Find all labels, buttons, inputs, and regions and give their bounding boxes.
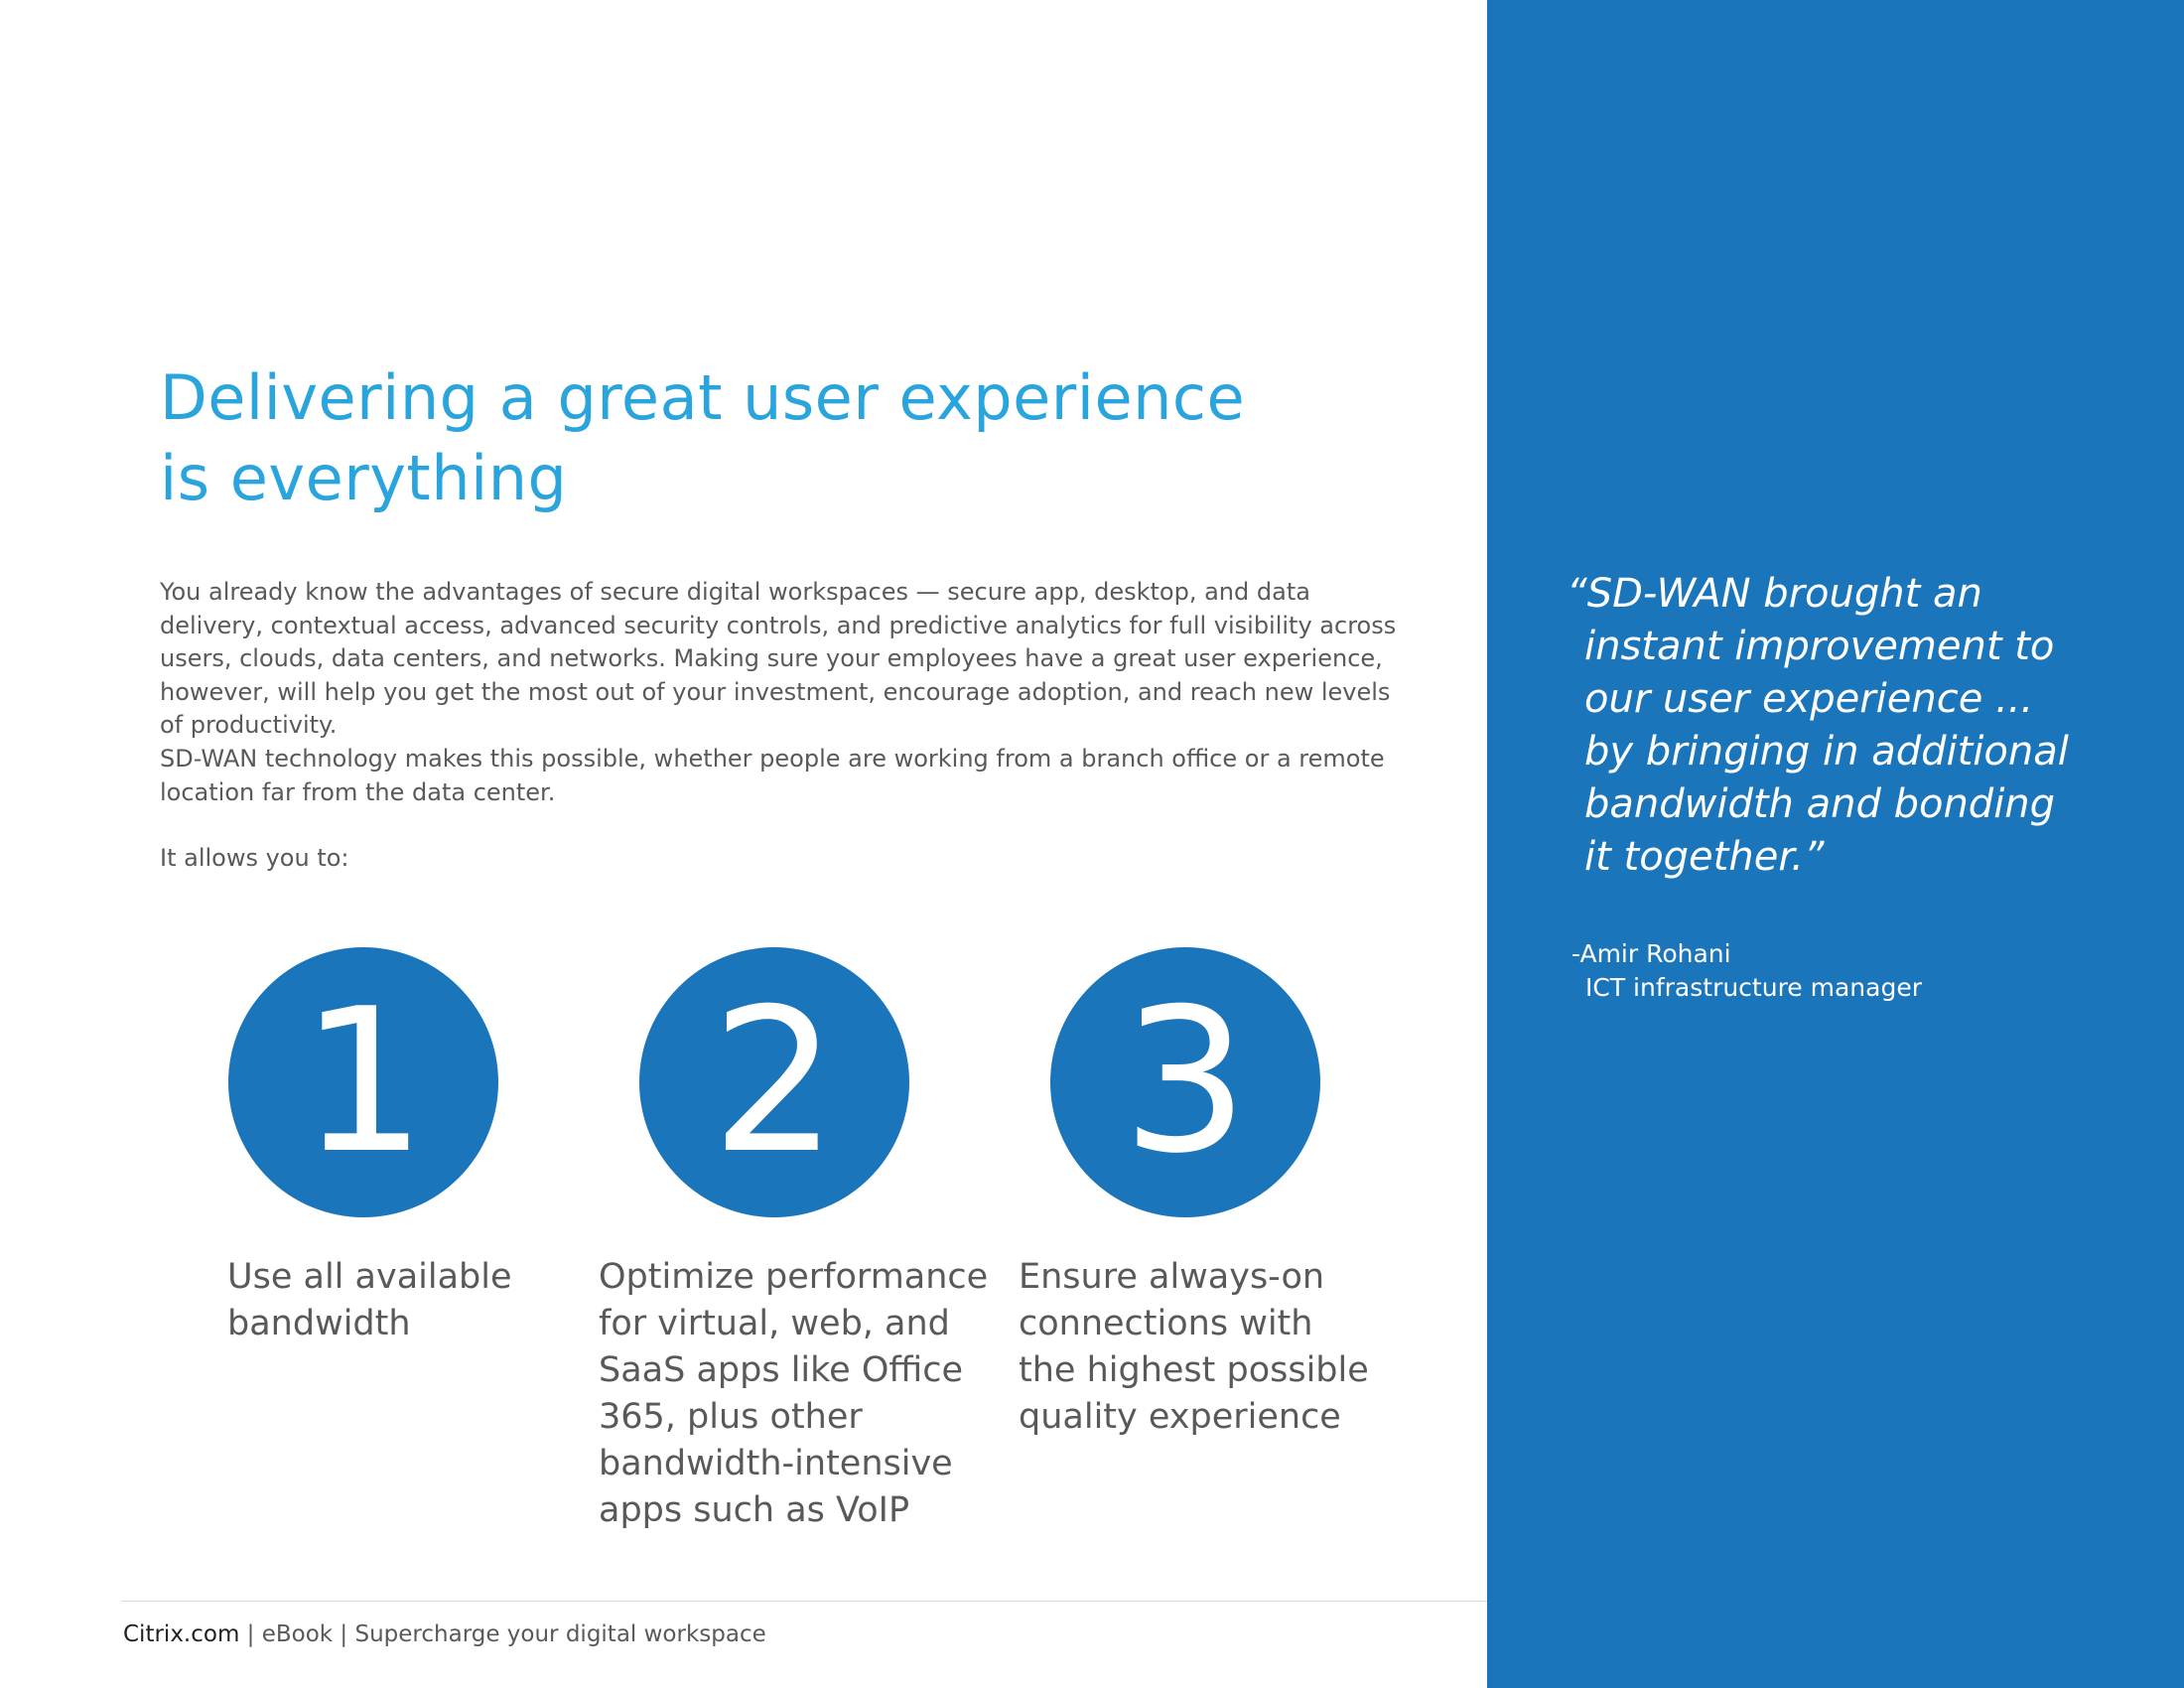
quote-line: by bringing in additional [1584,729,2069,774]
step-text: Ensure always-on connections with the hi… [1019,1254,1369,1441]
step-line: apps such as VoIP [599,1490,910,1530]
heading-line: Delivering a great user experience [160,361,1246,434]
step-circle: 2 [639,947,909,1217]
quote-line: “SD-WAN brought an [1567,571,1982,617]
step-circle: 3 [1050,947,1320,1217]
step-line: bandwidth-intensive [599,1444,953,1483]
step-number: 2 [711,966,838,1197]
attribution: -Amir Rohani ICT infrastructure manager [1571,937,1922,1005]
quote-line: it together.” [1584,834,1825,880]
step-line: SaaS apps like Office [599,1350,963,1390]
attribution-name: -Amir Rohani [1571,939,1731,968]
step-line: bandwidth [227,1304,411,1343]
step-line: the highest possible [1019,1350,1369,1390]
step-line: Ensure always-on [1019,1257,1325,1297]
step-line: connections with [1019,1304,1313,1343]
paragraph: It allows you to: [160,844,349,872]
paragraph: You already know the advantages of secur… [160,578,1397,739]
step-line: 365, plus other [599,1397,863,1437]
step-number: 3 [1122,966,1249,1197]
attribution-role: ICT infrastructure manager [1585,973,1923,1002]
quote-line: our user experience ... [1584,676,2034,722]
step-line: quality experience [1019,1397,1341,1437]
step-line: Optimize performance [599,1257,989,1297]
paragraph: SD-WAN technology makes this possible, w… [160,745,1385,806]
step-number: 1 [300,966,427,1197]
quote-line: bandwidth and bonding [1584,781,2056,827]
footer-rule [121,1601,1487,1602]
quote: “SD-WAN brought an instant improvement t… [1567,568,2069,884]
footer-text: | eBook | Supercharge your digital works… [239,1621,766,1647]
step-circle: 1 [228,947,498,1217]
heading-line: is everything [160,442,568,514]
footer-brand: Citrix.com [123,1621,240,1647]
quote-line: instant improvement to [1584,624,2055,669]
step-line: for virtual, web, and [599,1304,950,1343]
step-text: Optimize performance for virtual, web, a… [599,1254,988,1534]
footer: Citrix.com | eBook | Supercharge your di… [123,1618,766,1650]
step-line: Use all available [227,1257,512,1297]
step-text: Use all available bandwidth [227,1254,512,1347]
side-panel [1487,0,2184,1688]
heading: Delivering a great user experience is ev… [160,357,1245,518]
